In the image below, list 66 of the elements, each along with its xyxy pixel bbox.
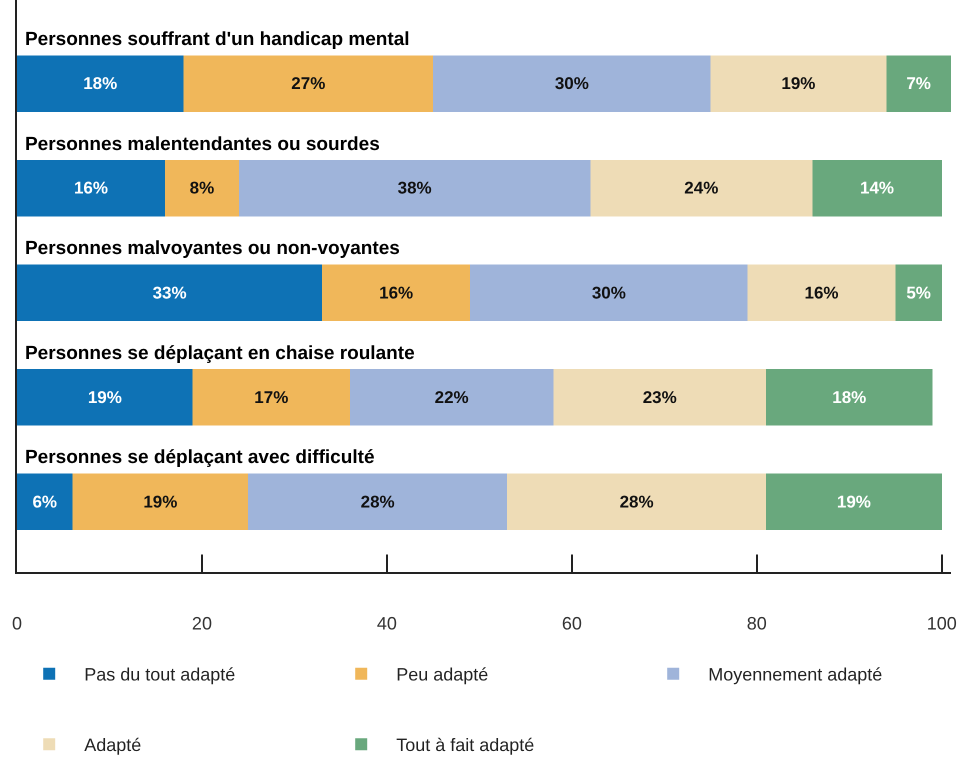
bar (433, 55, 711, 112)
data-label: 5% (906, 283, 931, 302)
bar (350, 369, 554, 426)
data-label: 19% (143, 492, 178, 512)
bar (17, 160, 165, 216)
legend-label: Tout à fait adapté (396, 735, 534, 756)
bar (748, 264, 896, 322)
y-tick-label: Personnes se déplaçant avec difficulté (25, 447, 375, 468)
legend-label: Adapté (84, 735, 142, 756)
bar (238, 160, 590, 216)
data-label: 24% (684, 178, 718, 198)
bar (896, 264, 942, 322)
data-label: 28% (360, 492, 395, 512)
y-tick-label: Personnes malentendantes ou sourdes (25, 134, 380, 155)
data-label: 16% (74, 178, 108, 198)
data-label: 30% (554, 74, 589, 94)
bar (710, 55, 886, 112)
data-label: 7% (906, 74, 931, 94)
legend-label: Peu adapté (396, 664, 488, 685)
bar (164, 160, 239, 216)
data-label: 16% (379, 283, 414, 302)
bar (470, 264, 748, 322)
bar (507, 474, 766, 530)
x-tick-label: 100 (926, 613, 957, 634)
legend-label: Moyennement adapté (708, 664, 882, 685)
data-label: 23% (642, 388, 677, 407)
data-label: 14% (860, 178, 894, 198)
bar (17, 474, 72, 530)
data-label: 19% (781, 74, 816, 94)
bar (322, 264, 470, 322)
data-label: 33% (152, 283, 187, 302)
bar (17, 369, 193, 426)
legend-label: Pas du tout adapté (84, 664, 236, 685)
data-label: 18% (832, 388, 866, 407)
data-label: 19% (88, 388, 122, 407)
bar (17, 264, 322, 322)
data-label: 17% (254, 388, 288, 407)
bar (192, 369, 350, 426)
data-label: 16% (804, 283, 839, 302)
bar (183, 55, 434, 112)
x-tick-label: 80 (746, 613, 767, 634)
data-label: 18% (83, 74, 118, 94)
data-label: 6% (32, 492, 58, 512)
data-label: 8% (190, 178, 214, 198)
bar (17, 55, 184, 112)
y-tick-label: Personnes malvoyantes ou non-voyantes (25, 238, 400, 259)
x-tick-label: 60 (562, 613, 582, 634)
x-tick-label: 0 (12, 613, 22, 634)
data-label: 30% (592, 283, 626, 302)
data-label: 22% (434, 388, 469, 407)
x-tick-label: 40 (376, 613, 397, 634)
bar (590, 160, 812, 216)
bar (248, 474, 508, 530)
data-label: 38% (398, 178, 432, 198)
bar (766, 369, 932, 426)
bar (72, 474, 248, 530)
bar (886, 55, 951, 112)
x-tick-label: 20 (192, 613, 212, 634)
data-label: 19% (836, 492, 871, 512)
bar (812, 160, 942, 216)
bar (553, 369, 766, 426)
data-label: 28% (620, 492, 654, 512)
y-tick-label: Personnes se déplaçant en chaise roulante (25, 343, 415, 364)
data-label: 27% (291, 74, 326, 94)
y-tick-label: Personnes souffrant d'un handicap mental (25, 29, 410, 50)
bar (766, 474, 942, 530)
